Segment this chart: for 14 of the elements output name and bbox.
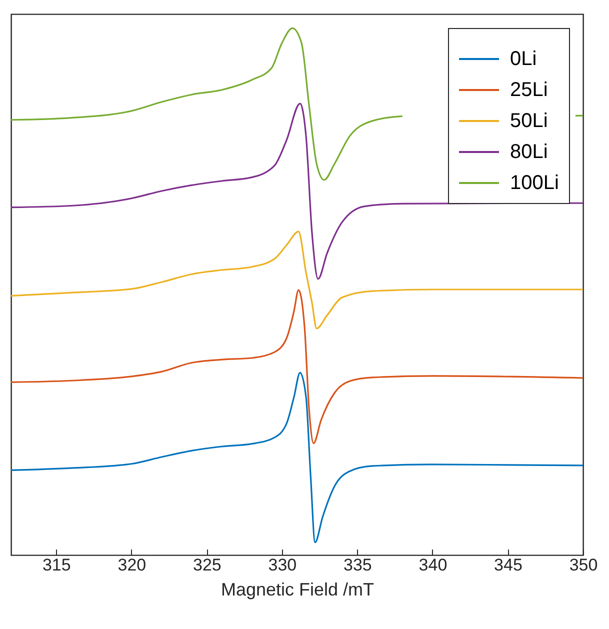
legend-label: 0Li bbox=[510, 48, 537, 70]
x-axis-title: Magnetic Field /mT bbox=[220, 580, 374, 600]
x-tick-label: 315 bbox=[42, 556, 71, 574]
x-tick-label: 320 bbox=[118, 556, 146, 574]
x-tick-label: 350 bbox=[569, 556, 598, 574]
x-tick-label: 335 bbox=[344, 556, 372, 574]
legend-label: 50Li bbox=[510, 110, 548, 132]
x-tick-label: 345 bbox=[494, 556, 522, 574]
x-tick-label: 330 bbox=[268, 556, 297, 574]
legend-label: 25Li bbox=[510, 79, 548, 101]
x-tick-label: 325 bbox=[192, 556, 222, 574]
x-tick-label: 340 bbox=[418, 556, 448, 574]
legend-label: 100Li bbox=[510, 172, 559, 194]
legend-label: 80Li bbox=[510, 141, 548, 163]
